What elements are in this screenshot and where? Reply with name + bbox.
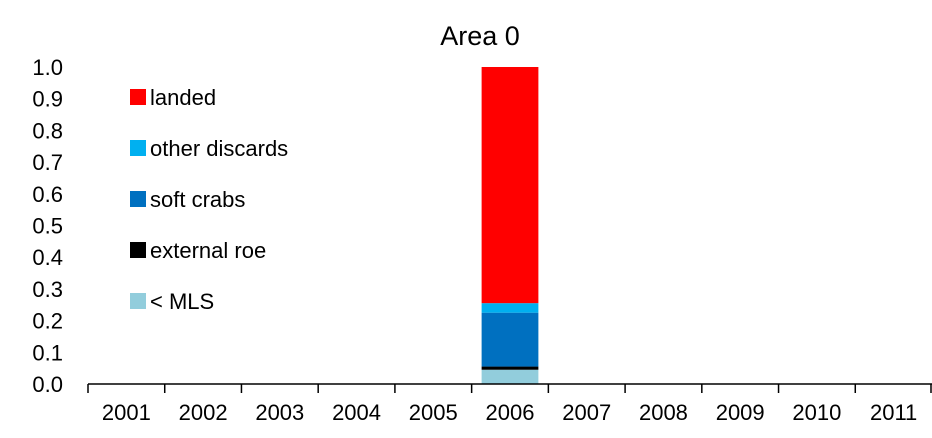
y-tick-label: 0.9 bbox=[32, 87, 63, 112]
y-tick-label: 0.5 bbox=[32, 214, 63, 239]
x-tick-label: 2002 bbox=[179, 400, 228, 425]
legend-swatch-external-roe bbox=[130, 242, 146, 258]
y-tick-label: 0.1 bbox=[32, 340, 63, 365]
y-tick-label: 0.8 bbox=[32, 118, 63, 143]
x-tick-label: 2009 bbox=[716, 400, 765, 425]
x-tick-label: 2005 bbox=[409, 400, 458, 425]
y-tick-label: 0.2 bbox=[32, 309, 63, 334]
legend-label-mls: < MLS bbox=[150, 289, 214, 314]
legend-label-landed: landed bbox=[150, 85, 216, 110]
y-tick-label: 0.0 bbox=[32, 372, 63, 397]
legend: landed other discards soft crabs external r… bbox=[130, 85, 288, 314]
legend-label-external-roe: external roe bbox=[150, 238, 266, 263]
x-axis-ticks bbox=[87, 384, 932, 393]
chart-title: Area 0 bbox=[440, 21, 520, 51]
y-axis-tick-labels: 0.0 0.1 0.2 0.3 0.4 0.5 0.6 0.7 0.8 0.9 1.0 bbox=[32, 55, 63, 397]
bar-segment-other-discards-2006 bbox=[481, 303, 539, 313]
y-tick-label: 0.3 bbox=[32, 277, 63, 302]
bar-segment-mls-2006 bbox=[481, 369, 539, 384]
bars bbox=[481, 67, 539, 384]
legend-swatch-soft-crabs bbox=[130, 191, 146, 207]
x-tick-label: 2007 bbox=[562, 400, 611, 425]
x-tick-label: 2010 bbox=[792, 400, 841, 425]
x-tick-label: 2004 bbox=[332, 400, 381, 425]
legend-swatch-other-discards bbox=[130, 140, 146, 156]
x-tick-label: 2011 bbox=[870, 400, 917, 425]
legend-swatch-landed bbox=[130, 89, 146, 105]
bar-segment-landed-2006 bbox=[481, 67, 539, 304]
x-axis-tick-labels: 2001 2002 2003 2004 2005 2006 2007 2008 2009 2010… bbox=[102, 400, 917, 425]
x-tick-label: 2003 bbox=[255, 400, 304, 425]
x-tick-label: 2006 bbox=[486, 400, 535, 425]
bar-segment-soft-crabs-2006 bbox=[481, 312, 539, 367]
x-tick-label: 2001 bbox=[102, 400, 151, 425]
y-tick-label: 1.0 bbox=[32, 55, 63, 80]
legend-swatch-mls bbox=[130, 293, 146, 309]
y-tick-label: 0.7 bbox=[32, 150, 63, 175]
x-tick-label: 2008 bbox=[639, 400, 688, 425]
y-tick-label: 0.4 bbox=[32, 245, 63, 270]
legend-label-soft-crabs: soft crabs bbox=[150, 187, 245, 212]
bar-segment-external-roe-2006 bbox=[481, 366, 539, 370]
y-tick-label: 0.6 bbox=[32, 182, 63, 207]
legend-label-other-discards: other discards bbox=[150, 136, 288, 161]
